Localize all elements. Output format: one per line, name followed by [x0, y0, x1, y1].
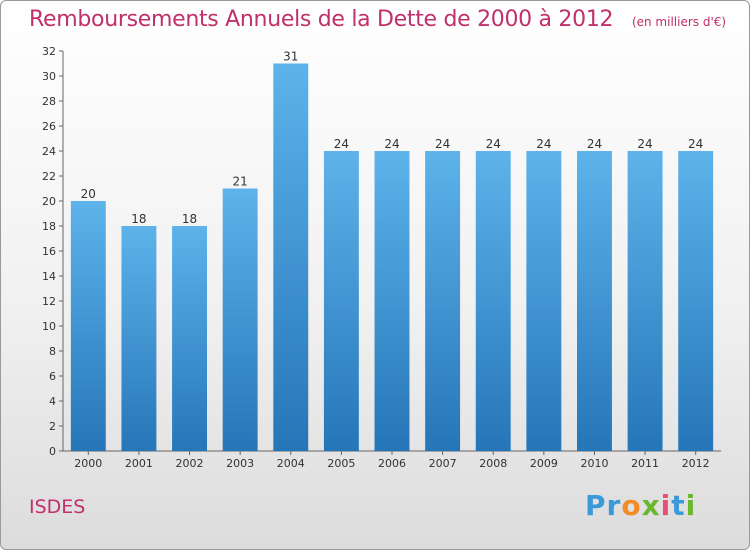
- data-label: 24: [334, 137, 349, 151]
- x-tick-label: 2002: [176, 457, 204, 470]
- chart-subtitle: (en milliers d'€): [631, 15, 727, 29]
- bar: [526, 151, 562, 451]
- logo-letter: i: [685, 489, 697, 522]
- logo-letter: o: [621, 489, 642, 522]
- x-tick-label: 2008: [479, 457, 507, 470]
- y-tick-label: 8: [49, 345, 56, 358]
- data-label: 24: [384, 137, 399, 151]
- y-tick-label: 4: [49, 395, 56, 408]
- bar: [576, 151, 612, 451]
- data-label: 21: [233, 175, 248, 189]
- bar: [475, 151, 511, 451]
- bar: [70, 201, 106, 451]
- bar: [121, 226, 157, 451]
- x-tick-label: 2012: [682, 457, 710, 470]
- logo-letter: r: [606, 489, 622, 522]
- y-tick-label: 14: [42, 270, 56, 283]
- data-label: 18: [182, 212, 197, 226]
- data-label: 24: [486, 137, 501, 151]
- y-tick-label: 16: [42, 245, 56, 258]
- bar: [323, 151, 359, 451]
- x-tick-label: 2010: [580, 457, 608, 470]
- y-tick-label: 32: [42, 45, 56, 58]
- data-label: 18: [131, 212, 146, 226]
- data-label: 24: [435, 137, 450, 151]
- y-tick-label: 2: [49, 420, 56, 433]
- y-tick-label: 6: [49, 370, 56, 383]
- x-tick-label: 2007: [429, 457, 457, 470]
- y-tick-label: 10: [42, 320, 56, 333]
- data-label: 24: [536, 137, 551, 151]
- data-label: 24: [637, 137, 652, 151]
- bar: [222, 188, 258, 451]
- bar: [627, 151, 663, 451]
- x-tick-label: 2011: [631, 457, 659, 470]
- data-label: 24: [587, 137, 602, 151]
- y-tick-label: 30: [42, 70, 56, 83]
- y-tick-label: 0: [49, 445, 56, 458]
- bar: [172, 226, 208, 451]
- title-text: Remboursements Annuels de la Dette de 20…: [29, 7, 614, 32]
- x-tick-label: 2009: [530, 457, 558, 470]
- y-tick-label: 12: [42, 295, 56, 308]
- logo-letter: i: [660, 489, 672, 522]
- y-tick-label: 24: [42, 145, 56, 158]
- bar: [273, 63, 309, 451]
- bar: [374, 151, 410, 451]
- x-tick-label: 2001: [125, 457, 153, 470]
- logo-letter: P: [585, 489, 607, 522]
- chart-title: Remboursements Annuels de la Dette de 20…: [29, 7, 726, 32]
- proxiti-logo: Proxiti: [585, 489, 696, 522]
- data-label: 31: [283, 50, 298, 64]
- logo-letter: t: [671, 489, 686, 522]
- y-tick-label: 26: [42, 120, 56, 133]
- data-label: 20: [81, 187, 96, 201]
- x-tick-label: 2005: [327, 457, 355, 470]
- x-tick-label: 2000: [74, 457, 102, 470]
- logo-letter: x: [641, 489, 661, 522]
- bar: [425, 151, 461, 451]
- bar: [678, 151, 714, 451]
- y-tick-label: 28: [42, 95, 56, 108]
- x-tick-label: 2003: [226, 457, 254, 470]
- y-tick-label: 20: [42, 195, 56, 208]
- x-tick-label: 2004: [277, 457, 305, 470]
- place-name: ISDES: [29, 496, 86, 518]
- x-tick-label: 2006: [378, 457, 406, 470]
- y-tick-label: 18: [42, 220, 56, 233]
- data-label: 24: [688, 137, 703, 151]
- y-tick-label: 22: [42, 170, 56, 183]
